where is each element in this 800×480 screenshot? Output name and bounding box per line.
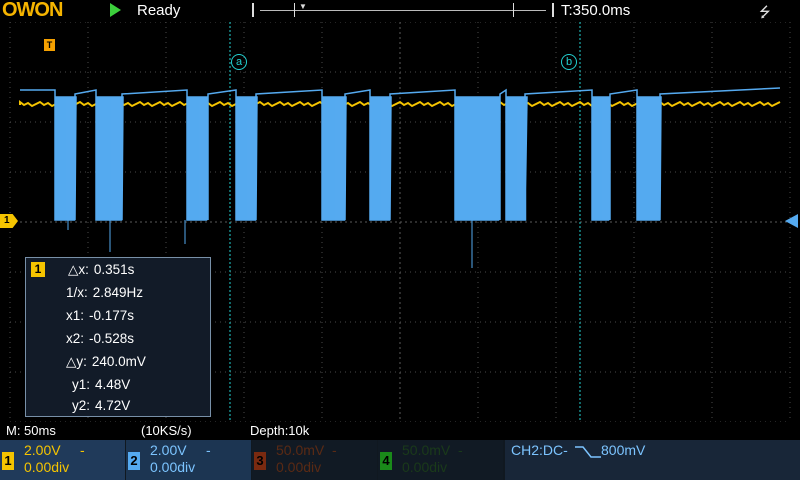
trigger-settings[interactable]: CH2:DC- 800mV xyxy=(505,440,800,480)
measurement-channel-badge: 1 xyxy=(31,262,45,277)
ch4-volts-div: 50.0mV xyxy=(402,442,451,458)
cursor-b-label[interactable]: b xyxy=(561,54,577,70)
top-bar: OWON Ready ▼ T:350.0ms ⭍ xyxy=(0,0,800,22)
ch2-burst xyxy=(639,97,650,220)
ch1-volts-div: 2.00V xyxy=(24,442,61,458)
measurement-value: 0.351s xyxy=(93,262,135,277)
play-icon[interactable] xyxy=(110,3,121,17)
main-timebase: M: 50ms xyxy=(6,423,56,438)
trigger-level-icon[interactable] xyxy=(785,214,798,228)
ch2-offset: 0.00div xyxy=(150,459,196,475)
measurement-key: x2: xyxy=(66,331,85,346)
ch1-coupling: - xyxy=(80,442,85,458)
measurement-value: 4.72V xyxy=(95,398,131,413)
time-window-bar[interactable]: ▼ xyxy=(252,2,554,17)
trigger-source: CH2:DC- xyxy=(511,442,568,458)
usb-icon: ⭍ xyxy=(759,4,771,20)
measurement-value: -0.177s xyxy=(89,308,135,323)
time-window-indicator xyxy=(294,3,514,17)
ch1-badge: 1 xyxy=(2,452,14,470)
sample-rate: (10KS/s) xyxy=(141,423,192,438)
measurement-row: x2: -0.528s xyxy=(66,331,134,346)
measurement-row: △x: 0.351s xyxy=(68,262,134,278)
owon-logo: OWON xyxy=(2,0,63,21)
measurement-value: 240.0mV xyxy=(91,354,146,369)
measurement-value: 2.849Hz xyxy=(92,285,144,300)
ch4-coupling: - xyxy=(458,442,463,458)
waveform-screen[interactable]: T 1 a b 1 △x: 0.351s 1/x: 2.849Hz x1: -0.17… xyxy=(0,22,800,422)
ch2-burst xyxy=(594,97,602,220)
ch2-burst xyxy=(372,97,381,220)
trigger-level: 800mV xyxy=(601,442,646,458)
ch1-offset-marker-icon[interactable]: 1 xyxy=(0,214,18,228)
measurement-row: y2: 4.72V xyxy=(72,398,130,413)
ch2-burst xyxy=(238,97,247,220)
measurement-key: x1: xyxy=(66,308,85,323)
measurement-key: y2: xyxy=(72,398,91,413)
time-bar-line xyxy=(260,10,546,11)
ch3-settings[interactable]: 3 50.0mV - 0.00div xyxy=(252,440,377,480)
measurement-key: △x: xyxy=(68,262,89,277)
ch3-coupling: - xyxy=(332,442,337,458)
ch2-burst xyxy=(324,97,335,220)
measurement-key: 1/x: xyxy=(66,285,88,300)
memory-depth: Depth:10k xyxy=(250,423,310,438)
ch2-burst xyxy=(57,97,66,220)
measurement-value: 4.48V xyxy=(95,377,131,392)
ch2-burst xyxy=(98,97,111,220)
measurement-row: 1/x: 2.849Hz xyxy=(66,285,143,300)
run-status: Ready xyxy=(137,2,181,19)
trigger-time: T:350.0ms xyxy=(561,2,631,19)
measurement-key: △y: xyxy=(66,354,87,369)
ch4-offset: 0.00div xyxy=(402,459,448,475)
ch4-settings[interactable]: 4 50.0mV - 0.00div xyxy=(378,440,503,480)
ch2-burst xyxy=(457,97,480,220)
cursor-a-label[interactable]: a xyxy=(231,54,247,70)
ch3-offset: 0.00div xyxy=(276,459,322,475)
ch2-coupling: - xyxy=(206,442,211,458)
ch2-volts-div: 2.00V xyxy=(150,442,187,458)
trigger-position-icon[interactable]: T xyxy=(44,39,55,51)
ch2-badge: 2 xyxy=(128,452,140,470)
measurement-row: △y: 240.0mV xyxy=(66,354,146,370)
trigger-marker-icon: ▼ xyxy=(299,2,307,11)
measurement-key: y1: xyxy=(72,377,91,392)
falling-edge-icon xyxy=(575,446,601,458)
ch2-burst xyxy=(508,97,517,220)
measurement-row: y1: 4.48V xyxy=(72,377,130,392)
ch3-badge: 3 xyxy=(254,452,266,470)
measurement-value: -0.528s xyxy=(89,331,135,346)
ch2-settings[interactable]: 2 2.00V - 0.00div xyxy=(126,440,251,480)
acquisition-info: M: 50ms (10KS/s) Depth:10k xyxy=(0,422,800,439)
channel-bar: 1 2.00V - 0.00div 2 2.00V - 0.00div 3 50… xyxy=(0,440,800,480)
ch3-volts-div: 50.0mV xyxy=(276,442,325,458)
ch1-offset: 0.00div xyxy=(24,459,70,475)
ch1-settings[interactable]: 1 2.00V - 0.00div xyxy=(0,440,125,480)
ch2-burst xyxy=(189,97,199,220)
waveform-display xyxy=(9,22,791,422)
measurement-row: x1: -0.177s xyxy=(66,308,134,323)
cursor-measurement-panel: 1 △x: 0.351s 1/x: 2.849Hz x1: -0.177s x2: -0… xyxy=(25,257,211,417)
ch4-badge: 4 xyxy=(380,452,392,470)
